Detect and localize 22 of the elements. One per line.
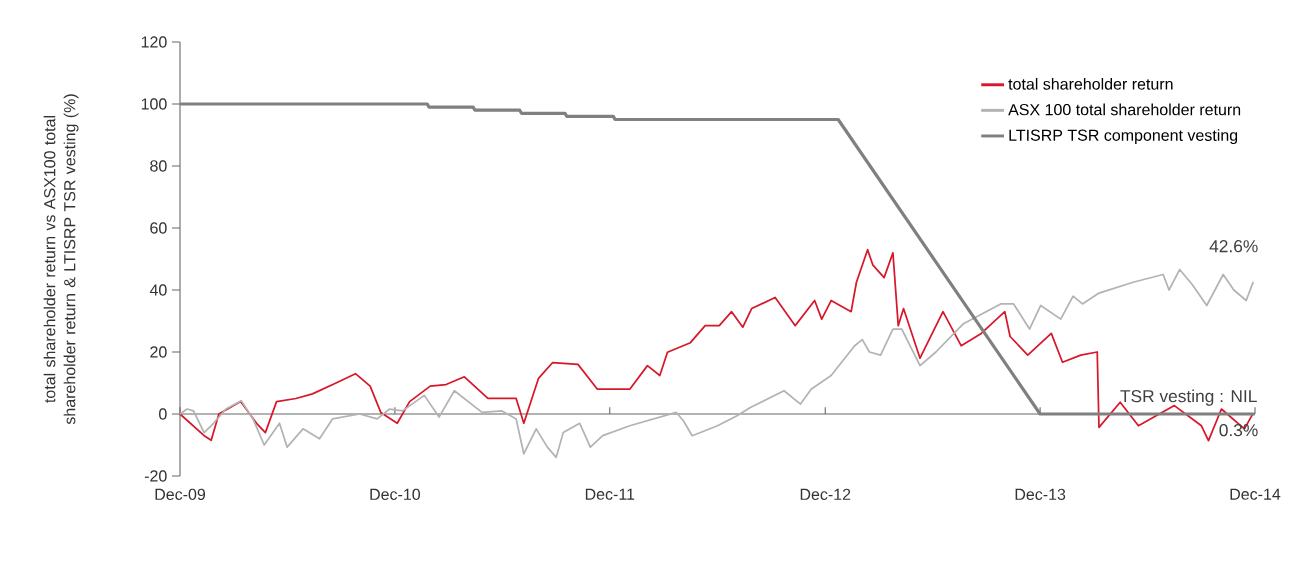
annotation: 42.6% — [1209, 240, 1258, 253]
y-axis-title: total shareholder return vs ASX100 total shareholder return & LTISRP TSR vesting (%) — [43, 94, 79, 425]
x-tick-label: Dec-10 — [370, 488, 421, 501]
y-tick-label: 0 — [159, 408, 167, 420]
y-tick-label: 100 — [141, 98, 167, 110]
legend-label: LTISRP TSR component vesting — [1009, 129, 1238, 145]
legend-label: total shareholder return — [1008, 77, 1173, 90]
x-tick-label: Dec-11 — [585, 488, 635, 500]
y-tick-label: 80 — [150, 160, 167, 172]
annotation: TSR vesting : NIL — [1120, 389, 1257, 406]
legend-label: ASX 100 total shareholder return — [1008, 103, 1241, 116]
x-tick-label: Dec-12 — [800, 488, 851, 501]
y-tick-label: -20 — [144, 470, 167, 482]
y-tick-label: 60 — [150, 222, 167, 234]
y-tick-label: 40 — [149, 284, 167, 296]
y-tick-label: 120 — [141, 36, 167, 48]
y-tick-label: 20 — [150, 346, 167, 358]
x-tick-label: Dec-13 — [1015, 488, 1066, 501]
annotation: 0.3% — [1219, 423, 1258, 437]
line-series — [178, 102, 1257, 416]
x-tick-label: Dec-09 — [155, 488, 206, 501]
x-tick-label: Dec-14 — [1230, 488, 1281, 500]
